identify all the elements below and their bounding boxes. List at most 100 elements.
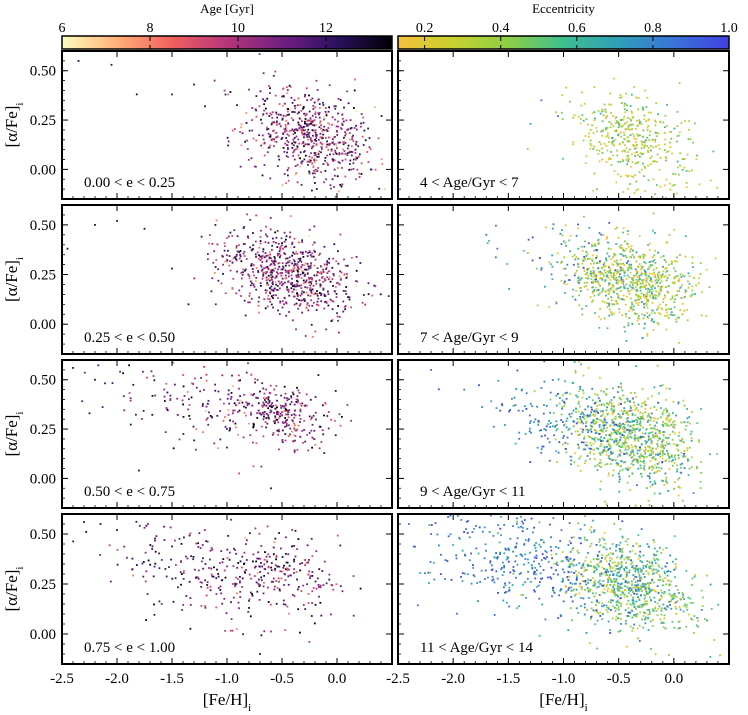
scatter-point [652, 138, 654, 141]
scatter-point [591, 408, 593, 411]
scatter-point [232, 257, 235, 259]
scatter-point [300, 299, 303, 302]
scatter-point [234, 256, 236, 259]
scatter-point [679, 164, 681, 167]
scatter-point [353, 127, 356, 129]
scatter-point [598, 465, 601, 467]
scatter-point [605, 409, 608, 412]
scatter-point [287, 424, 290, 427]
scatter-point [313, 101, 316, 104]
scatter-point [670, 137, 673, 140]
scatter-point [189, 627, 192, 630]
scatter-point [591, 259, 594, 262]
scatter-point [606, 241, 609, 244]
scatter-point [344, 264, 347, 267]
scatter-point [135, 520, 138, 523]
scatter-point [278, 265, 281, 268]
scatter-point [634, 141, 637, 144]
scatter-point [608, 121, 611, 123]
scatter-point [634, 286, 637, 288]
scatter-point [251, 248, 254, 251]
scatter-point [294, 263, 296, 265]
scatter-point [295, 285, 298, 288]
scatter-point [265, 279, 268, 282]
scatter-point [165, 407, 168, 409]
scatter-point [240, 144, 243, 147]
scatter-point [304, 273, 307, 276]
scatter-point [297, 121, 300, 124]
scatter-point [213, 250, 215, 253]
scatter-point [613, 410, 615, 413]
scatter-point [245, 543, 247, 545]
scatter-point [617, 296, 620, 299]
scatter-point [316, 156, 319, 158]
scatter-point [647, 419, 650, 422]
scatter-point [623, 250, 626, 252]
scatter-point [311, 114, 314, 117]
scatter-point [654, 124, 657, 127]
scatter-point [229, 398, 232, 400]
scatter-point [268, 555, 271, 558]
scatter-point [657, 132, 660, 135]
scatter-point [609, 438, 612, 441]
scatter-point [287, 288, 290, 291]
scatter-point [608, 314, 611, 317]
scatter-point [589, 139, 592, 142]
scatter-point [287, 583, 290, 586]
scatter-point [304, 93, 306, 96]
scatter-point [367, 161, 370, 163]
scatter-point [333, 105, 336, 108]
scatter-point [677, 279, 679, 282]
scatter-point [680, 421, 682, 424]
scatter-point [228, 255, 231, 257]
scatter-point [265, 255, 268, 257]
scatter-point [626, 117, 629, 119]
scatter-point [281, 272, 283, 274]
scatter-point [648, 134, 651, 137]
scatter-point [207, 258, 209, 261]
scatter-point [309, 120, 312, 123]
scatter-point [668, 412, 671, 415]
scatter-point [305, 562, 308, 564]
scatter-point [617, 236, 620, 239]
scatter-point [230, 518, 232, 521]
scatter-point [260, 122, 263, 125]
scatter-point [609, 92, 612, 95]
scatter-point [658, 466, 660, 469]
scatter-point [614, 228, 617, 230]
scatter-point [629, 421, 632, 423]
scatter-point [619, 246, 622, 249]
scatter-point [306, 255, 309, 257]
scatter-point [649, 163, 652, 166]
scatter-point [314, 106, 316, 108]
scatter-point [672, 459, 674, 461]
scatter-point [687, 286, 690, 289]
scatter-point [649, 472, 651, 475]
scatter-point [276, 271, 278, 274]
scatter-point [688, 120, 690, 122]
scatter-point [639, 268, 642, 271]
scatter-point [299, 435, 302, 438]
scatter-point [563, 405, 566, 407]
scatter-point [634, 431, 637, 433]
scatter-point [605, 265, 607, 268]
scatter-point [647, 151, 650, 154]
scatter-point [260, 634, 263, 637]
scatter-point [663, 184, 666, 187]
scatter-point [260, 579, 263, 582]
scatter-point [164, 400, 166, 402]
scatter-point [285, 423, 288, 425]
scatter-point [635, 180, 638, 183]
scatter-point [674, 423, 677, 426]
scatter-point [298, 414, 301, 417]
scatter-point [335, 153, 338, 155]
scatter-point [623, 134, 626, 136]
scatter-point [295, 571, 298, 573]
scatter-point [264, 307, 267, 310]
scatter-point [599, 488, 602, 491]
scatter-point [322, 133, 325, 136]
scatter-point [331, 142, 334, 144]
scatter-point [593, 438, 595, 441]
scatter-point [203, 529, 206, 531]
scatter-point [306, 136, 309, 138]
